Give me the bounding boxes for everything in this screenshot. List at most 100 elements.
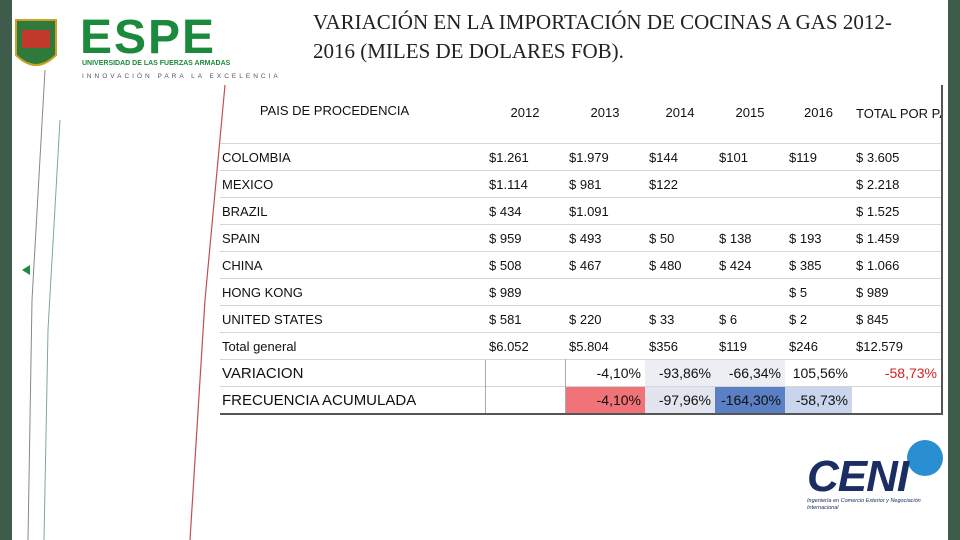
table-cell: $ 3.605 bbox=[852, 143, 942, 171]
table-cell bbox=[785, 197, 852, 225]
table-cell: -4,10% bbox=[565, 386, 645, 414]
table-cell: $122 bbox=[645, 170, 715, 198]
espe-logo: ESPE UNIVERSIDAD DE LAS FUERZAS ARMADAS … bbox=[14, 11, 278, 84]
table-row: FRECUENCIA ACUMULADA -4,10% -97,96% -164,30… bbox=[220, 386, 942, 414]
table-cell: $ 5 bbox=[785, 278, 852, 306]
ceni-globe bbox=[907, 440, 943, 476]
espe-shield-detail bbox=[22, 30, 50, 48]
table-cell: $ 1.066 bbox=[852, 251, 942, 279]
table-cell: -66,34% bbox=[715, 359, 785, 387]
table-cell: $1.261 bbox=[485, 143, 565, 171]
table-row: HONG KONG $ 989 $ 5 $ 989 bbox=[220, 278, 942, 306]
table-cell: $ 493 bbox=[565, 224, 645, 252]
table-cell: $ 989 bbox=[485, 278, 565, 306]
table-cell: -93,86% bbox=[645, 359, 715, 387]
deco-line bbox=[43, 119, 61, 540]
table-cell: $ 480 bbox=[645, 251, 715, 279]
table-cell: $ 989 bbox=[852, 278, 942, 306]
table-cell: $246 bbox=[785, 332, 852, 360]
table-cell: -164,30% bbox=[715, 386, 785, 414]
table-cell: $119 bbox=[715, 332, 785, 360]
table-cell: -4,10% bbox=[565, 359, 645, 387]
row-label: FRECUENCIA ACUMULADA bbox=[220, 386, 485, 414]
right-band bbox=[948, 0, 960, 540]
table-cell bbox=[715, 278, 785, 306]
row-label: BRAZIL bbox=[220, 197, 485, 225]
table-cell bbox=[645, 197, 715, 225]
import-table: PAIS DE PROCEDENCIA 2012 2013 2014 2015 2016 T… bbox=[220, 85, 943, 415]
table-cell bbox=[484, 386, 566, 414]
table-cell: -97,96% bbox=[645, 386, 715, 414]
table-cell bbox=[785, 170, 852, 198]
table-row: BRAZIL $ 434 $1.091 $ 1.525 bbox=[220, 197, 942, 225]
table-cell: $ 959 bbox=[485, 224, 565, 252]
title: VARIACIÓN EN LA IMPORTACIÓN DE COCINAS A… bbox=[313, 10, 892, 63]
table-cell: $ 1.525 bbox=[852, 197, 942, 225]
table-cell: $ 6 bbox=[715, 305, 785, 333]
table-cell: $ 424 bbox=[715, 251, 785, 279]
column-header: TOTAL POR PAIS bbox=[856, 106, 942, 121]
row-label: SPAIN bbox=[220, 224, 485, 252]
row-label: COLOMBIA bbox=[220, 143, 485, 171]
column-header: 2016 bbox=[804, 105, 833, 120]
table-cell: $ 434 bbox=[485, 197, 565, 225]
table-cell: $ 1.459 bbox=[852, 224, 942, 252]
table-cell: $12.579 bbox=[852, 332, 942, 360]
table-cell bbox=[484, 359, 566, 387]
table-row: MEXICO $1.114 $ 981 $122 $ 2.218 bbox=[220, 170, 942, 198]
logo-subtitle: UNIVERSIDAD DE LAS FUERZAS ARMADAS bbox=[82, 60, 231, 67]
table-row: VARIACION -4,10% -93,86% -66,34% 105,56% -58,… bbox=[220, 359, 942, 387]
table-cell: $ 138 bbox=[715, 224, 785, 252]
table-cell: $ 508 bbox=[485, 251, 565, 279]
column-header: 2012 bbox=[510, 105, 540, 120]
logo-motto: INNOVACIÓN PARA LA EXCELENCIA bbox=[82, 73, 281, 80]
table-cell: -58,73% bbox=[785, 386, 852, 414]
arrow-icon bbox=[22, 265, 30, 275]
table-cell: $ 981 bbox=[565, 170, 645, 198]
logo-name: ESPE bbox=[80, 11, 217, 64]
table-cell: $5.804 bbox=[565, 332, 645, 360]
column-header: 2013 bbox=[590, 105, 620, 120]
table-cell: $ 581 bbox=[485, 305, 565, 333]
header-row: PAIS DE PROCEDENCIA 2012 2013 2014 2015 2016 T… bbox=[220, 85, 942, 144]
table-cell bbox=[852, 386, 942, 414]
row-label: VARIACION bbox=[220, 359, 485, 387]
column-header: 2015 bbox=[735, 105, 765, 120]
table-cell: $ 2 bbox=[785, 305, 852, 333]
table-row: Total general $6.052 $5.804 $356 $119 $246 $12… bbox=[220, 332, 942, 360]
table-cell: $101 bbox=[715, 143, 785, 171]
deco-line bbox=[189, 84, 226, 540]
row-label: HONG KONG bbox=[220, 278, 485, 306]
table-cell bbox=[715, 197, 785, 225]
logo-name: CENI bbox=[807, 452, 909, 501]
table-cell bbox=[565, 278, 645, 306]
table-cell: $356 bbox=[645, 332, 715, 360]
table-cell: $1.114 bbox=[485, 170, 565, 198]
table-cell: $ 385 bbox=[785, 251, 852, 279]
table-cell: $ 193 bbox=[785, 224, 852, 252]
column-header: 2014 bbox=[665, 105, 695, 120]
table-cell: $ 2.218 bbox=[852, 170, 942, 198]
left-band bbox=[0, 0, 12, 540]
table-cell bbox=[645, 278, 715, 306]
column-header: PAIS DE PROCEDENCIA bbox=[259, 103, 410, 118]
table-cell: $1.091 bbox=[565, 197, 645, 225]
table-row: CHINA $ 508 $ 467 $ 480 $ 424 $ 385 $ 1.066 bbox=[220, 251, 942, 279]
table-cell: $ 220 bbox=[565, 305, 645, 333]
table-cell: $ 50 bbox=[645, 224, 715, 252]
table-cell: $ 33 bbox=[645, 305, 715, 333]
row-label: Total general bbox=[220, 332, 485, 360]
row-label: UNITED STATES bbox=[220, 305, 485, 333]
row-label: MEXICO bbox=[220, 170, 485, 198]
deco-line bbox=[27, 69, 46, 540]
table-cell: $ 467 bbox=[565, 251, 645, 279]
row-label: CHINA bbox=[220, 251, 485, 279]
table-cell bbox=[715, 170, 785, 198]
ceni-logo: CENI Ingeniería en Comercio Exterior y N… bbox=[805, 436, 945, 516]
table-row: COLOMBIA $1.261 $1.979 $144 $101 $119 $ 3.605 bbox=[220, 143, 942, 171]
table-cell: -58,73% bbox=[852, 359, 942, 387]
table-cell: $6.052 bbox=[485, 332, 565, 360]
table-cell: $ 845 bbox=[852, 305, 942, 333]
